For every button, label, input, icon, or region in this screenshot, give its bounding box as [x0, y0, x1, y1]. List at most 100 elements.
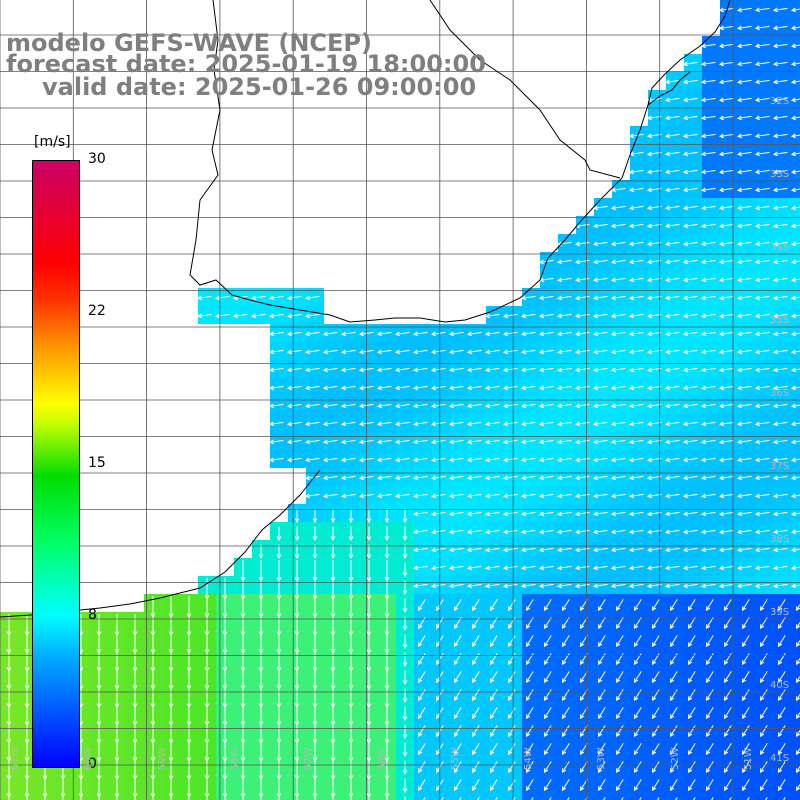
wind-cell	[792, 486, 800, 504]
wind-arrow	[687, 725, 696, 738]
latitude-label: 36S	[770, 388, 790, 399]
wind-arrow	[592, 439, 608, 445]
wind-arrow	[268, 313, 284, 319]
wind-arrow	[412, 529, 428, 535]
wind-arrow	[772, 547, 788, 553]
wind-arrow	[765, 797, 768, 800]
wind-arrow	[507, 743, 516, 756]
wind-arrow	[525, 761, 534, 774]
wind-arrow	[525, 671, 534, 684]
wind-arrow	[520, 403, 536, 409]
colorbar-tick-label: 0	[88, 756, 97, 772]
wind-arrow	[754, 529, 770, 535]
wind-arrow	[754, 187, 770, 193]
wind-arrow	[633, 761, 642, 774]
wind-arrow	[772, 43, 788, 49]
wind-arrow	[556, 511, 572, 517]
wind-arrow	[664, 151, 680, 157]
wind-arrow	[610, 277, 626, 283]
wind-arrow	[543, 671, 552, 684]
wind-cell	[432, 792, 450, 800]
wind-arrow	[736, 583, 752, 589]
wind-arrow	[682, 97, 698, 103]
wind-arrow	[700, 511, 716, 517]
wind-arrow	[268, 403, 284, 409]
wind-arrow	[26, 794, 28, 800]
wind-arrow	[592, 313, 608, 319]
wind-arrow	[592, 475, 608, 481]
wind-arrow	[700, 547, 716, 553]
wind-cell	[792, 126, 800, 144]
wind-arrow	[489, 743, 498, 756]
wind-arrow	[790, 457, 800, 463]
wind-cell	[540, 792, 558, 800]
wind-arrow	[196, 295, 212, 301]
wind-arrow	[448, 385, 464, 391]
wind-arrow	[790, 565, 800, 571]
wind-arrow	[772, 421, 788, 427]
wind-arrow	[423, 797, 426, 800]
wind-arrow	[651, 743, 660, 756]
wind-arrow	[646, 367, 662, 373]
wind-arrow	[628, 529, 644, 535]
longitude-label: 51W	[743, 747, 754, 770]
wind-arrow	[754, 241, 770, 247]
wind-arrow	[646, 151, 662, 157]
wind-arrow	[610, 349, 626, 355]
wind-arrow	[718, 367, 734, 373]
wind-arrow	[44, 794, 46, 800]
wind-arrow	[430, 421, 446, 427]
wind-arrow	[628, 583, 644, 589]
wind-arrow	[502, 565, 518, 571]
wind-arrow	[700, 169, 716, 175]
wind-arrow	[772, 565, 788, 571]
wind-arrow	[718, 223, 734, 229]
wind-arrow	[376, 385, 392, 391]
wind-arrow	[502, 421, 518, 427]
wind-arrow	[448, 547, 464, 553]
wind-arrow	[790, 241, 800, 247]
wind-arrow	[664, 313, 680, 319]
wind-arrow	[286, 367, 302, 373]
wind-arrow	[574, 313, 590, 319]
wind-arrow	[402, 760, 408, 776]
wind-arrow	[574, 583, 590, 589]
wind-arrow	[549, 797, 552, 800]
wind-arrow	[430, 439, 446, 445]
wind-arrow	[700, 565, 716, 571]
latitude-label: 38S	[770, 534, 790, 545]
wind-arrow	[592, 547, 608, 553]
wind-arrow	[294, 544, 300, 560]
wind-arrow	[777, 743, 786, 756]
wind-cell	[792, 792, 800, 800]
wind-arrow	[772, 151, 788, 157]
latitude-label: 37S	[770, 461, 790, 472]
wind-arrow	[669, 725, 678, 738]
wind-cell	[792, 324, 800, 342]
wind-arrow	[543, 635, 552, 648]
wind-arrow	[597, 779, 606, 792]
wind-arrow	[268, 349, 284, 355]
laguna	[647, 71, 691, 106]
wind-arrow	[633, 743, 642, 756]
wind-arrow	[376, 457, 392, 463]
wind-arrow	[777, 689, 786, 702]
wind-arrow	[718, 511, 734, 517]
wind-arrow	[741, 689, 750, 702]
wind-arrow	[489, 779, 498, 792]
wind-arrow	[664, 133, 680, 139]
wind-cell	[792, 252, 800, 270]
wind-arrow	[484, 331, 500, 337]
wind-arrow	[682, 367, 698, 373]
wind-arrow	[417, 779, 426, 792]
wind-arrow	[754, 115, 770, 121]
wind-arrow	[633, 635, 642, 648]
wind-arrow	[556, 385, 572, 391]
wind-arrow	[304, 331, 320, 337]
wind-arrow	[286, 331, 302, 337]
wind-arrow	[430, 385, 446, 391]
wind-arrow	[561, 689, 570, 702]
wind-arrow	[610, 457, 626, 463]
wind-arrow	[417, 689, 426, 702]
wind-arrow	[268, 295, 284, 301]
